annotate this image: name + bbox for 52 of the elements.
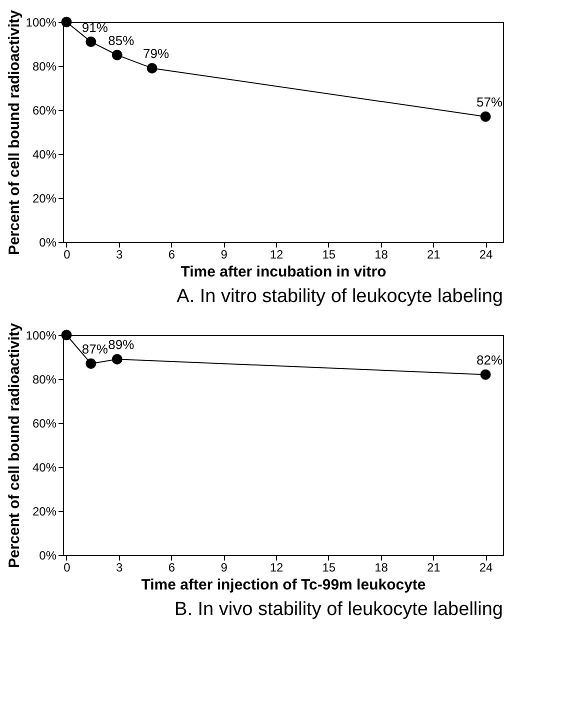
y-axis-title: Percent of cell bound radioactivity [6,322,23,568]
point [61,16,72,28]
y-tick-label: 80% [32,60,57,74]
y-tick-label: 40% [32,460,57,474]
point [146,62,158,74]
point [112,50,122,60]
point [86,358,96,369]
data-label: 79% [143,46,170,62]
data-label: 82% [476,352,503,368]
x-tick-label: 21 [426,560,441,574]
y-tick-label: 100% [26,328,57,342]
point [480,111,491,122]
y-tick-label: 60% [32,104,57,118]
x-tick-label: 24 [479,560,494,574]
x-tick-label: 18 [374,560,388,574]
x-tick-label: 0 [64,560,71,574]
x-tick-label: 15 [322,560,336,574]
x-tick-label: 12 [270,248,284,262]
x-axis-title: Time after injection of Tc-99m leukocyte [141,576,426,594]
point [86,36,96,48]
text: B. In vivo stability of leukocyte labelling [174,599,503,620]
point [61,330,72,340]
text: A. In vitro stability of leukocyte labeling [176,286,503,307]
data-label: 57% [476,94,503,110]
data-label: 91% [82,20,108,35]
x-tick-label: 9 [220,560,228,574]
y-tick-label: 60% [32,416,57,430]
y-tick-label: 20% [32,504,57,518]
x-tick-label: 6 [168,248,176,262]
x-tick-label: 21 [426,248,441,262]
y-tick-label: 80% [32,372,57,386]
point [112,354,122,364]
y-tick-label: 0% [39,236,57,250]
y-tick-label: 0% [39,548,57,562]
x-tick-label: 3 [116,248,124,262]
point [480,369,491,380]
y-tick-label: 100% [26,16,57,30]
y-axis-title: Percent of cell bound radioactivity [6,9,23,256]
x-tick-label: 0 [64,248,71,262]
x-tick-label: 6 [168,560,176,574]
data-label: 87% [82,342,108,357]
x-tick-label: 3 [116,560,124,574]
data-label: 89% [108,337,135,352]
x-tick-label: 18 [374,248,388,262]
x-tick-label: 24 [479,248,494,262]
data-label: 85% [108,33,135,48]
y-tick-label: 40% [32,148,57,162]
x-axis-title: Time after incubation in vitro [180,264,386,280]
x-tick-label: 12 [270,560,284,574]
x-tick-label: 9 [220,248,228,262]
x-tick-label: 15 [322,248,336,262]
y-tick-label: 20% [32,192,57,206]
